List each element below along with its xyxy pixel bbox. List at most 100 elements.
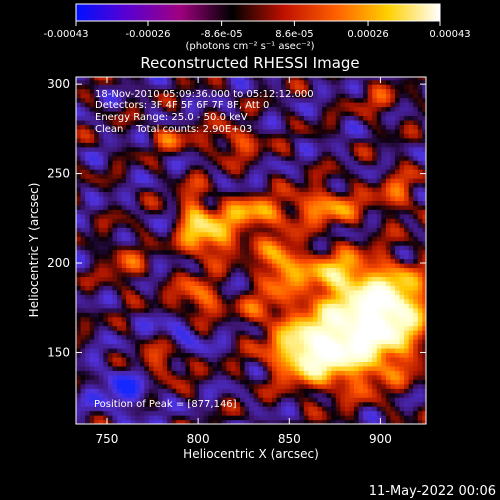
heatmap-cell [135, 294, 141, 300]
heatmap-cell [189, 182, 196, 188]
heatmap-cell [244, 271, 250, 278]
heatmap-cell [344, 213, 351, 219]
heatmap-cell [276, 128, 282, 134]
heatmap-cell [285, 218, 291, 224]
heatmap-cell [353, 240, 360, 246]
heatmap-cell [340, 195, 346, 202]
heatmap-cell [322, 164, 328, 170]
heatmap-cell [299, 115, 305, 121]
heatmap-cell [203, 115, 209, 121]
heatmap-cell [281, 401, 287, 407]
heatmap-cell [331, 361, 337, 367]
heatmap-cell [303, 151, 310, 157]
heatmap-cell [103, 195, 109, 202]
heatmap-cell [271, 289, 278, 295]
heatmap-cell [340, 173, 346, 179]
heatmap-cell [322, 106, 328, 112]
heatmap-cell [340, 88, 346, 94]
heatmap-cell [299, 339, 305, 345]
heatmap-cell [221, 276, 227, 282]
heatmap-cell [148, 200, 155, 206]
heatmap-cell [212, 280, 218, 286]
heatmap-cell [185, 280, 191, 286]
heatmap-cell [171, 392, 177, 398]
heatmap-cell [253, 356, 259, 362]
heatmap-cell [144, 289, 150, 295]
heatmap-cell [162, 195, 168, 202]
heatmap-cell [276, 339, 282, 345]
heatmap-cell [203, 370, 209, 376]
heatmap-cell [317, 115, 323, 121]
heatmap-cell [276, 97, 282, 103]
heatmap-cell [271, 169, 278, 175]
heatmap-cell [230, 383, 237, 389]
heatmap-cell [276, 146, 282, 152]
heatmap-cell [89, 195, 95, 202]
heatmap-cell [303, 133, 310, 139]
heatmap-cell [244, 169, 250, 175]
heatmap-cell [308, 146, 314, 152]
heatmap-cell [144, 374, 150, 380]
heatmap-cell [171, 133, 177, 139]
heatmap-cell [89, 392, 95, 398]
heatmap-cell [331, 307, 337, 313]
heatmap-cell [103, 383, 109, 389]
heatmap-cell [262, 347, 269, 354]
heatmap-cell [240, 321, 246, 327]
heatmap-cell [240, 249, 246, 255]
heatmap-cell [171, 321, 177, 327]
heatmap-cell [117, 182, 123, 188]
heatmap-cell [271, 339, 278, 345]
heatmap-cell [340, 200, 346, 206]
heatmap-cell [158, 88, 164, 94]
heatmap-cell [322, 137, 328, 143]
heatmap-cell [294, 339, 300, 345]
heatmap-cell [281, 374, 287, 380]
heatmap-cell [107, 209, 114, 215]
heatmap-cell [126, 200, 132, 206]
heatmap-cell [353, 236, 360, 242]
heatmap-cell [317, 383, 323, 389]
heatmap-cell [148, 222, 155, 228]
heatmap-cell [153, 213, 159, 219]
heatmap-cell [358, 102, 364, 108]
heatmap-cell [235, 271, 241, 278]
heatmap-cell [203, 245, 209, 251]
heatmap-cell [189, 263, 196, 269]
heatmap-cell [303, 128, 310, 134]
heatmap-cell [212, 124, 218, 130]
heatmap-cell [267, 316, 273, 322]
heatmap-cell [148, 182, 155, 188]
heatmap-cell [271, 343, 278, 349]
heatmap-cell [317, 294, 323, 300]
heatmap-cell [126, 316, 132, 322]
heatmap-cell [221, 77, 227, 81]
heatmap-cell [253, 258, 259, 264]
heatmap-cell [285, 133, 291, 139]
heatmap-cell [208, 146, 214, 152]
heatmap-cell [308, 276, 314, 282]
heatmap-cell [253, 249, 259, 255]
heatmap-cell [162, 124, 168, 130]
heatmap-cell [322, 200, 328, 206]
heatmap-cell [235, 195, 241, 202]
heatmap-cell [112, 195, 118, 202]
heatmap-cell [126, 97, 132, 103]
heatmap-cell [221, 169, 227, 175]
heatmap-cell [331, 347, 337, 354]
heatmap-cell [199, 298, 205, 304]
heatmap-cell [331, 173, 337, 179]
heatmap-cell [249, 106, 255, 112]
heatmap-cell [194, 339, 200, 345]
heatmap-cell [98, 312, 104, 318]
heatmap-cell [171, 271, 177, 278]
heatmap-cell [89, 115, 95, 121]
heatmap-cell [240, 325, 246, 331]
heatmap-cell [326, 285, 332, 291]
heatmap-cell [363, 339, 369, 345]
heatmap-cell [85, 276, 91, 282]
heatmap-cell [130, 325, 136, 331]
heatmap-cell [294, 187, 300, 193]
heatmap-cell [139, 115, 145, 121]
heatmap-cell [303, 352, 310, 358]
